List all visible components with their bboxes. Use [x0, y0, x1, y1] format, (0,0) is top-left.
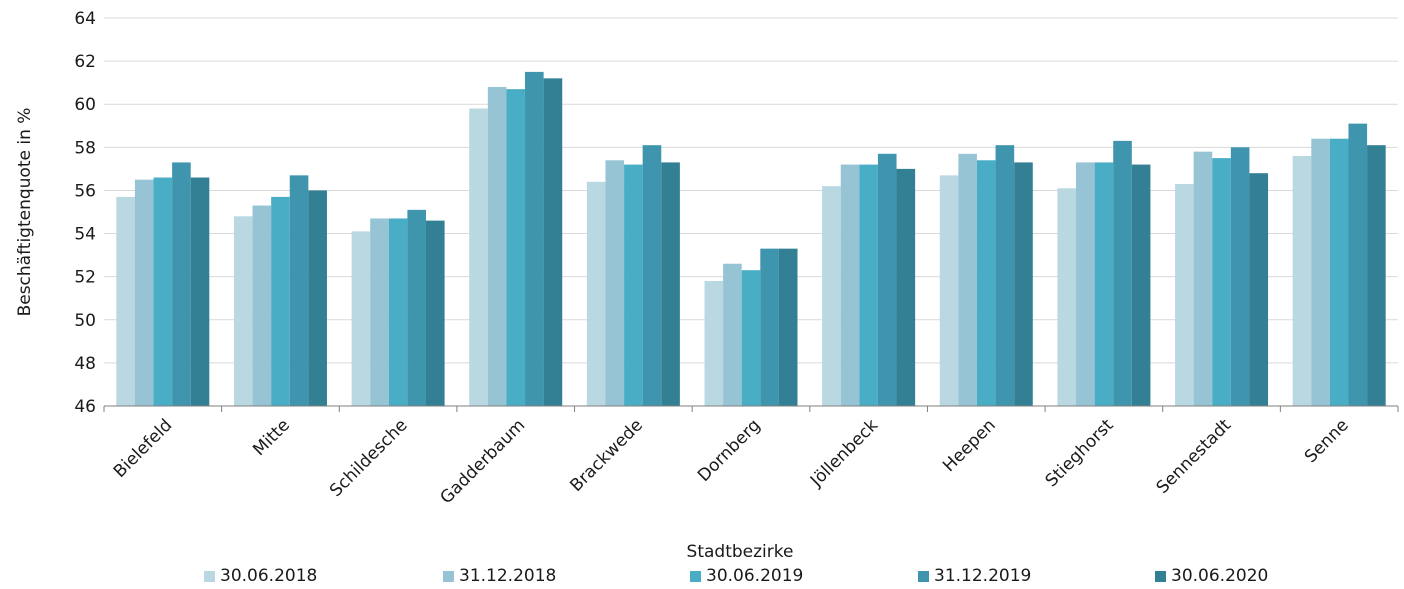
bar: [1212, 158, 1231, 406]
y-tick-label: 50: [74, 311, 96, 331]
bar: [1057, 188, 1077, 406]
y-tick-label: 48: [74, 354, 96, 374]
legend-item: 31.12.2018: [443, 566, 556, 586]
bar: [271, 196, 290, 406]
bar: [407, 209, 426, 406]
y-tick-label: 46: [74, 397, 96, 417]
bar: [723, 263, 742, 406]
x-category-label: Stieghorst: [1042, 415, 1118, 491]
bar: [605, 160, 625, 406]
bar: [1249, 173, 1269, 406]
bar: [704, 280, 724, 406]
x-category-label: Mitte: [249, 415, 294, 460]
bar: [896, 168, 916, 406]
bar: [822, 186, 841, 406]
legend-swatch: [690, 570, 701, 582]
bar: [153, 177, 173, 406]
y-tick-label: 56: [74, 181, 96, 201]
bar: [370, 218, 389, 406]
y-tick-label: 54: [74, 225, 96, 245]
bar: [1193, 151, 1213, 406]
bar: [388, 218, 408, 406]
x-axis-category-labels: Bielefeld Mitte Schildesche Gadderbaum Brack…: [103, 406, 1399, 508]
bar: [233, 216, 253, 406]
legend-item: 31.12.2019: [918, 566, 1031, 586]
bar: [1348, 123, 1368, 406]
bar: [525, 71, 544, 406]
bar: [958, 153, 977, 406]
legend-label: 31.12.2018: [459, 566, 557, 586]
legend-swatch: [918, 570, 929, 582]
x-category-label: Senne: [1301, 415, 1353, 467]
bar: [939, 175, 959, 406]
bar: [995, 145, 1015, 406]
bar: [190, 177, 210, 406]
x-category-label: Heepen: [939, 415, 1000, 476]
bar: [487, 86, 507, 406]
y-axis-title: Beschäftigtenquote in %: [15, 108, 35, 317]
legend-swatch: [1155, 570, 1166, 582]
bar: [741, 270, 761, 406]
bar: [642, 145, 662, 406]
bar: [1014, 162, 1033, 406]
legend-item: 30.06.2018: [204, 566, 317, 586]
x-category-label: Jöllenbeck: [806, 415, 882, 491]
bar: [976, 160, 996, 406]
bar: [1094, 162, 1114, 406]
y-tick-label: 62: [74, 52, 96, 72]
y-tick-label: 64: [74, 9, 96, 29]
bar: [778, 248, 798, 406]
bar: [1113, 140, 1132, 406]
bar: [134, 179, 154, 406]
bar: [1367, 145, 1386, 406]
legend-item: 30.06.2019: [690, 566, 803, 586]
bar: [116, 196, 135, 406]
bar: [1329, 138, 1349, 406]
legend-item: 30.06.2020: [1155, 566, 1268, 586]
bar: [1230, 147, 1250, 407]
bars: [116, 71, 1386, 407]
bar: [586, 181, 606, 406]
bar: [624, 164, 643, 406]
bar: [1175, 183, 1194, 406]
bar: [469, 108, 488, 407]
bar: [425, 220, 445, 406]
x-category-label: Schildesche: [326, 415, 412, 501]
x-category-label: Brackwede: [566, 415, 647, 496]
bar-chart: 46 48 50 52 54 56 58 60 62 64 Bielefeld Mitte Schil…: [15, 9, 1399, 562]
bar: [859, 164, 878, 406]
y-axis-ticks: 46 48 50 52 54 56 58 60 62 64: [74, 9, 96, 417]
y-tick-label: 58: [74, 138, 96, 158]
legend-label: 30.06.2019: [706, 566, 804, 586]
bar: [840, 164, 860, 406]
bar: [877, 153, 897, 406]
bar: [506, 89, 526, 406]
bar: [1292, 155, 1312, 406]
y-tick-label: 60: [74, 95, 96, 115]
y-tick-label: 52: [74, 268, 96, 288]
legend: 30.06.2018 31.12.2018 30.06.2019 31.12.2019…: [0, 566, 1404, 588]
bar: [289, 175, 309, 406]
legend-swatch: [443, 570, 454, 582]
x-category-label: Dornberg: [694, 415, 764, 485]
bar: [1131, 164, 1151, 406]
bar: [661, 162, 680, 406]
bar: [760, 248, 779, 406]
x-axis-title: Stadtbezirke: [687, 542, 794, 562]
x-category-label: Sennestadt: [1153, 415, 1236, 498]
bar: [252, 205, 272, 406]
bar: [543, 78, 563, 406]
bar: [1076, 162, 1095, 406]
x-category-label: Bielefeld: [110, 415, 176, 481]
bar: [308, 190, 327, 406]
x-category-label: Gadderbaum: [437, 415, 530, 508]
legend-label: 30.06.2020: [1171, 566, 1269, 586]
bar: [172, 162, 191, 406]
legend-label: 30.06.2018: [220, 566, 318, 586]
legend-swatch: [204, 570, 215, 582]
bar: [1311, 138, 1330, 406]
bar: [351, 231, 371, 406]
legend-label: 31.12.2019: [934, 566, 1032, 586]
